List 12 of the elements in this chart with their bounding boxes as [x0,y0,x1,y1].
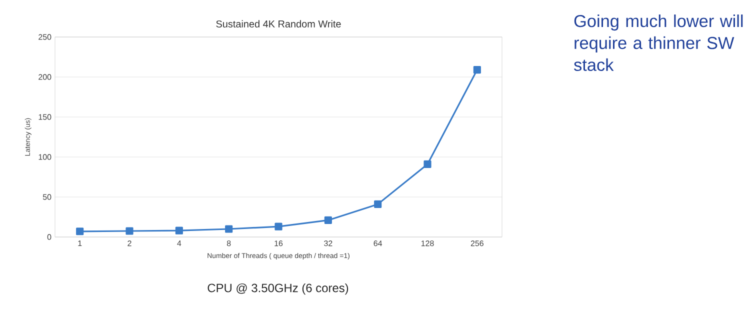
point [76,228,84,236]
point [225,225,233,233]
point [473,66,481,74]
point [374,200,382,208]
point [424,160,432,168]
point [274,222,282,230]
chart-title: Sustained 4K Random Write [216,20,341,28]
text: Going much lower will require a thinner SW stack [574,14,743,71]
point [126,227,134,235]
point [324,216,332,224]
point [175,226,183,234]
text: CPU @ 3.50GHz (6 cores) [208,283,348,295]
